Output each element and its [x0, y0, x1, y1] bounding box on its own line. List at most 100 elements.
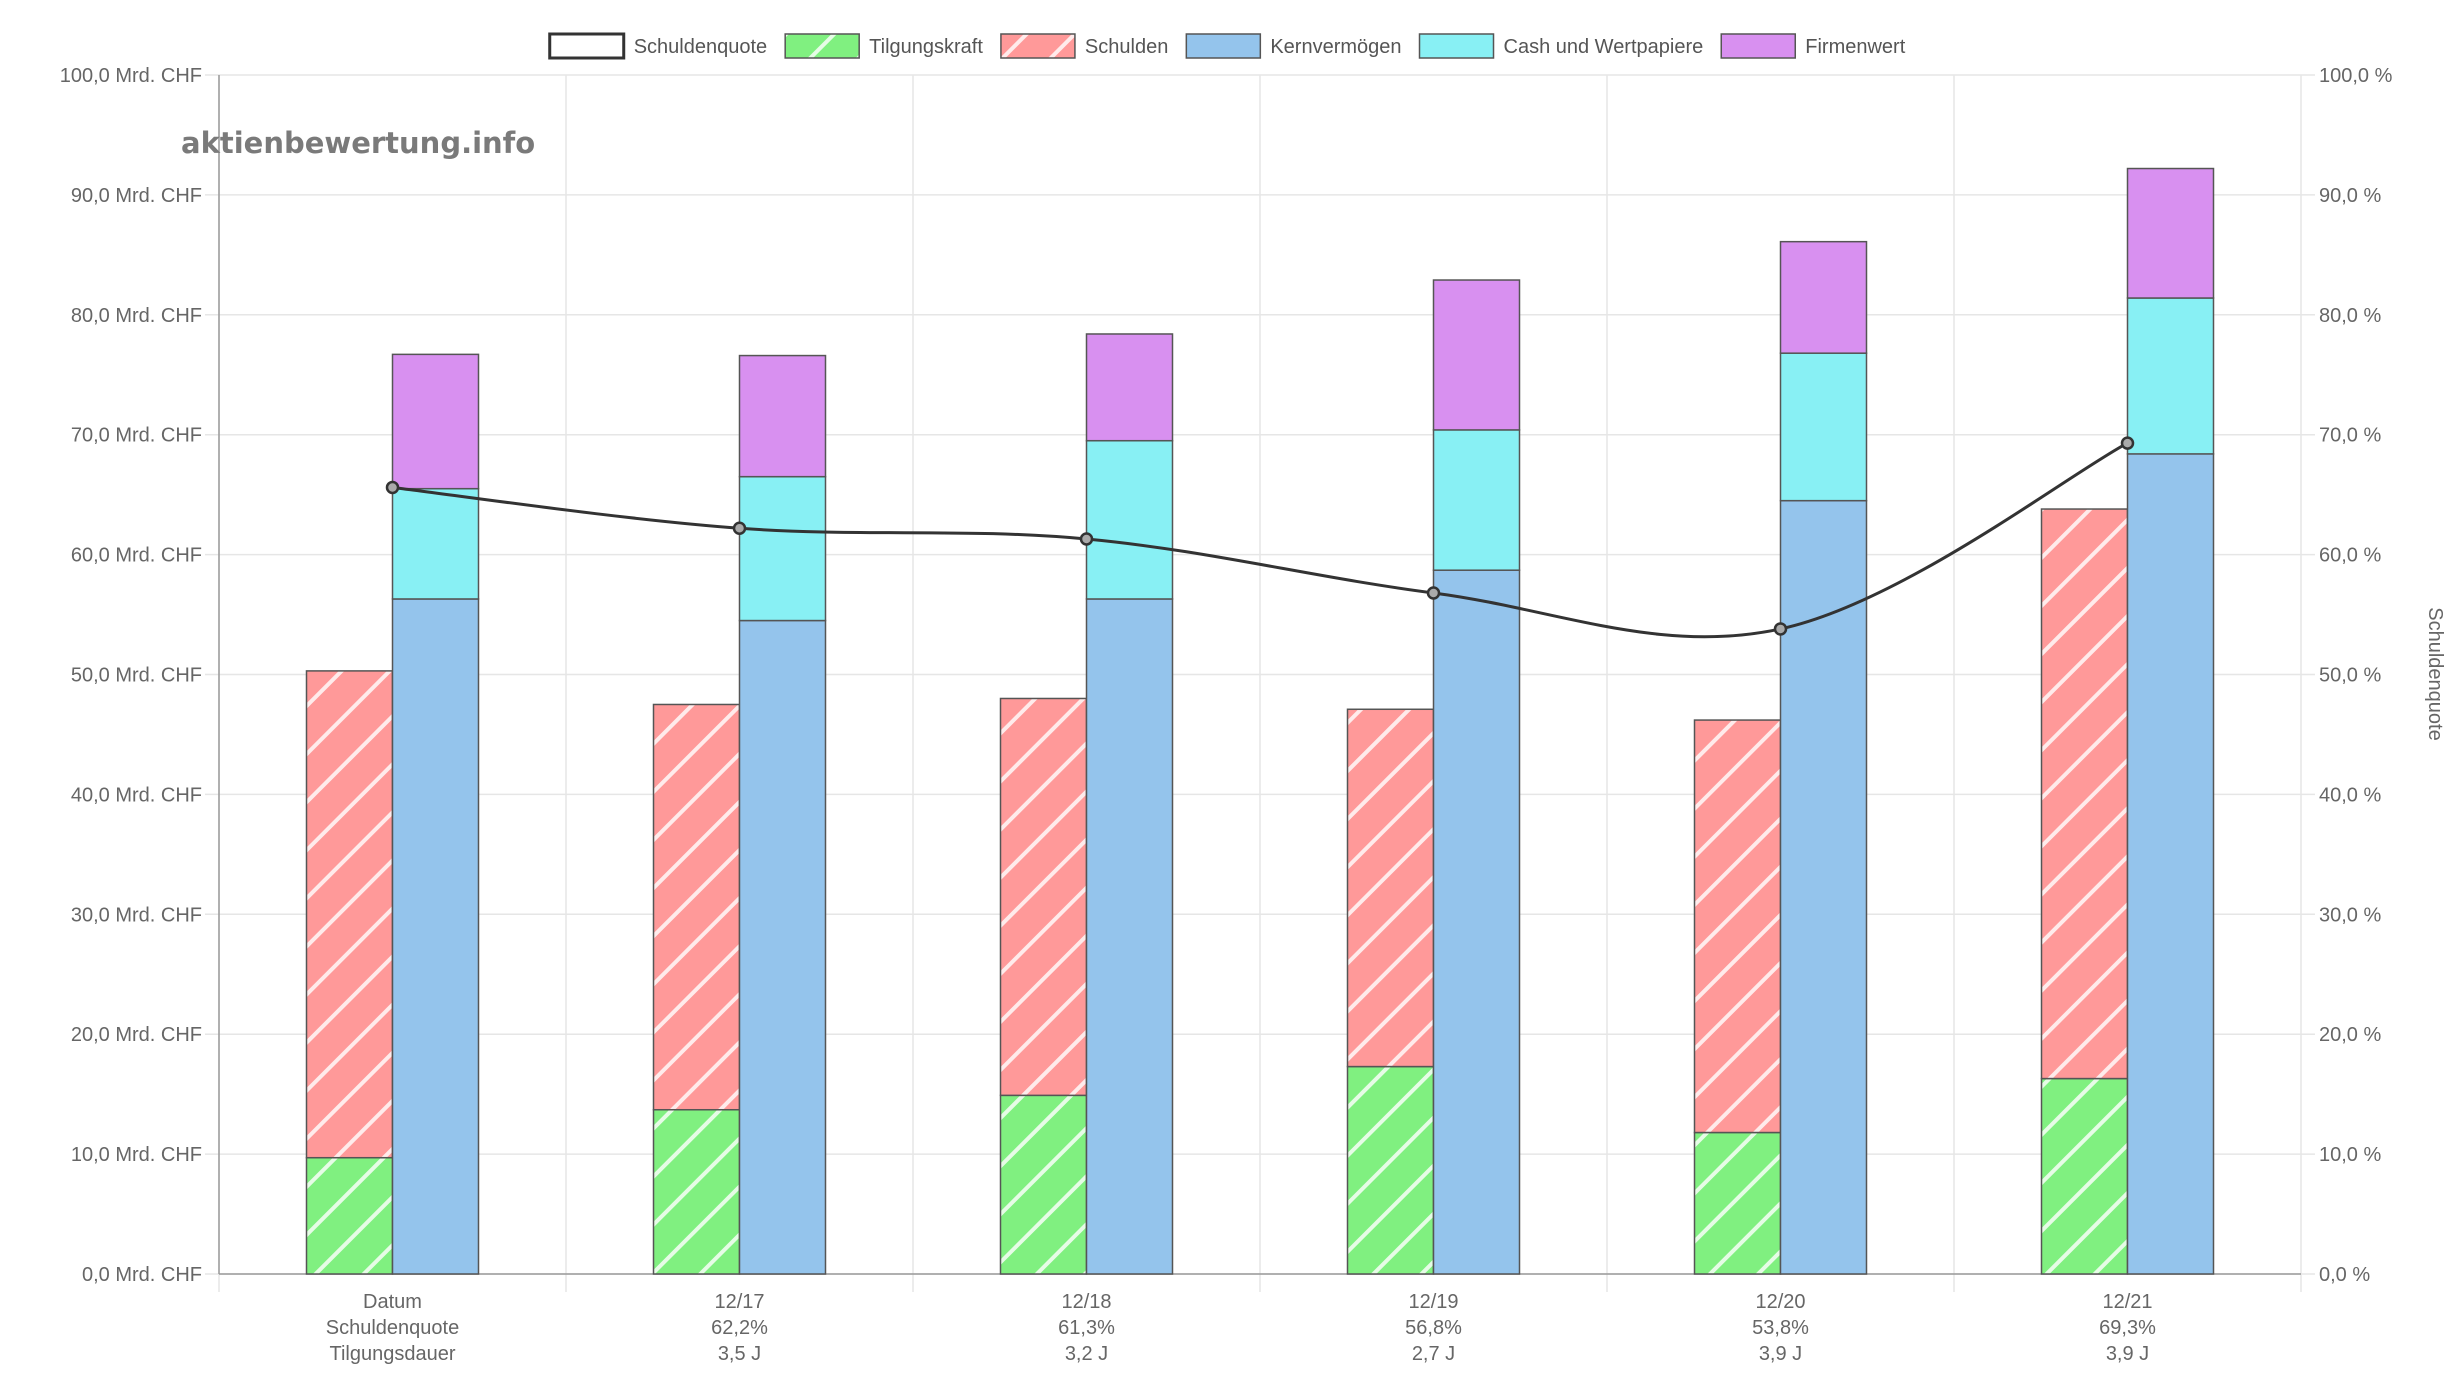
- legend-label: Cash und Wertpapiere: [1504, 36, 1704, 58]
- bar-schulden[interactable]: [652, 703, 741, 1111]
- bar-cash-und-wertpapiere[interactable]: [1085, 439, 1174, 600]
- bar-kernverm-gen[interactable]: [738, 619, 827, 1275]
- legend-label: Tilgungskraft: [869, 36, 983, 58]
- legend-swatch: [1720, 33, 1797, 59]
- bar-schulden[interactable]: [1346, 708, 1435, 1068]
- bar-tilgungskraft[interactable]: [1346, 1065, 1435, 1275]
- bar-kernverm-gen[interactable]: [2126, 453, 2215, 1275]
- x-tick-label: 61,3%: [1058, 1317, 1115, 1339]
- y-right-tick-label: 20,0 %: [2319, 1024, 2381, 1046]
- bar-kernverm-gen[interactable]: [1085, 598, 1174, 1275]
- bar-tilgungskraft[interactable]: [2040, 1077, 2129, 1275]
- bar-kernverm-gen[interactable]: [391, 598, 480, 1275]
- bar-cash-und-wertpapiere[interactable]: [391, 487, 480, 600]
- bar-kernverm-gen[interactable]: [1432, 569, 1521, 1275]
- y-left-tick-label: 30,0 Mrd. CHF: [71, 904, 202, 926]
- legend-swatch: [1185, 33, 1262, 59]
- y-right-tick-label: 70,0 %: [2319, 425, 2381, 447]
- x-tick-label: 3,9 J: [1759, 1343, 1802, 1365]
- bars: [305, 167, 2215, 1275]
- y-left-tick-label: 0,0 Mrd. CHF: [82, 1264, 202, 1286]
- y-left-tick-label: 10,0 Mrd. CHF: [71, 1144, 202, 1166]
- legend[interactable]: Schuldenquote Tilgungskraft Schulden Kernve…: [548, 32, 1906, 60]
- bar-firmenwert[interactable]: [2126, 167, 2215, 299]
- bar-cash-und-wertpapiere[interactable]: [738, 475, 827, 622]
- bar-tilgungskraft[interactable]: [1693, 1131, 1782, 1275]
- schuldenquote-point[interactable]: [1079, 532, 1094, 546]
- y-right-tick-label: 50,0 %: [2319, 665, 2381, 687]
- x-tick-label: 3,5 J: [718, 1343, 761, 1365]
- y-left-tick-label: 20,0 Mrd. CHF: [71, 1024, 202, 1046]
- y-right-axis-title: Schuldenquote: [2424, 607, 2446, 740]
- legend-swatch: [1000, 33, 1076, 59]
- x-tick-label: 3,9 J: [2106, 1343, 2149, 1365]
- y-right-tick-label: 90,0 %: [2319, 185, 2381, 207]
- bar-firmenwert[interactable]: [1779, 240, 1868, 354]
- schuldenquote-point[interactable]: [1426, 586, 1441, 600]
- bar-tilgungskraft[interactable]: [652, 1108, 741, 1275]
- x-tick-label: Schuldenquote: [326, 1317, 459, 1339]
- watermark-text: aktienbewertung.info: [181, 126, 535, 160]
- bar-firmenwert[interactable]: [1432, 279, 1521, 431]
- bar-firmenwert[interactable]: [1085, 333, 1174, 442]
- legend-item-kernverm-gen[interactable]: Kernvermögen: [1185, 33, 1402, 59]
- y-right-tick-label: 100,0 %: [2319, 65, 2393, 87]
- legend-label: Firmenwert: [1805, 36, 1905, 58]
- y-right-tick-label: 30,0 %: [2319, 904, 2381, 926]
- y-left-tick-label: 50,0 Mrd. CHF: [71, 665, 202, 687]
- schuldenquote-point[interactable]: [385, 480, 400, 495]
- x-tick-label: 12/17: [714, 1291, 764, 1313]
- schuldenquote-line-path: [392, 441, 2129, 639]
- x-tick-label: 62,2%: [711, 1317, 768, 1339]
- bar-cash-und-wertpapiere[interactable]: [1779, 352, 1868, 502]
- x-tick-label: Tilgungsdauer: [329, 1343, 455, 1365]
- y-left-tick-label: 70,0 Mrd. CHF: [71, 425, 202, 447]
- x-tick-label: 3,2 J: [1065, 1343, 1108, 1365]
- schuldenquote-line: [385, 436, 2135, 639]
- bar-tilgungskraft[interactable]: [305, 1156, 394, 1275]
- x-tick-label: 56,8%: [1405, 1317, 1462, 1339]
- legend-label: Schulden: [1085, 36, 1168, 58]
- schuldenquote-point[interactable]: [1773, 622, 1788, 636]
- bar-firmenwert[interactable]: [391, 353, 480, 490]
- y-left-tick-label: 80,0 Mrd. CHF: [71, 305, 202, 327]
- legend-swatch: [784, 33, 860, 59]
- legend-swatch: [1418, 33, 1495, 59]
- bar-schulden[interactable]: [2040, 508, 2129, 1080]
- x-tick-label: 12/20: [1755, 1291, 1805, 1313]
- y-right-tick-label: 80,0 %: [2319, 305, 2381, 327]
- y-left-tick-label: 100,0 Mrd. CHF: [60, 65, 202, 87]
- y-right-tick-label: 0,0 %: [2319, 1264, 2370, 1286]
- legend-label: Schuldenquote: [634, 36, 767, 58]
- x-tick-label: 53,8%: [1752, 1317, 1809, 1339]
- legend-label: Kernvermögen: [1270, 36, 1401, 58]
- bar-schulden[interactable]: [999, 697, 1088, 1097]
- y-right-tick-label: 10,0 %: [2319, 1144, 2381, 1166]
- bar-kernverm-gen[interactable]: [1779, 499, 1868, 1275]
- schuldenquote-point[interactable]: [2120, 436, 2135, 450]
- legend-swatch: [548, 32, 626, 60]
- y-left-tick-label: 60,0 Mrd. CHF: [71, 545, 202, 567]
- legend-item-cash-und-wertpapiere[interactable]: Cash und Wertpapiere: [1418, 33, 1704, 59]
- x-tick-label: 12/21: [2102, 1291, 2152, 1313]
- bar-cash-und-wertpapiere[interactable]: [1432, 429, 1521, 571]
- grid: [205, 74, 2315, 1292]
- y-left-tick-label: 40,0 Mrd. CHF: [71, 784, 202, 806]
- bar-tilgungskraft[interactable]: [999, 1094, 1088, 1275]
- legend-item-schulden[interactable]: Schulden: [1000, 33, 1168, 59]
- legend-item-schuldenquote[interactable]: Schuldenquote: [548, 32, 767, 60]
- bar-schulden[interactable]: [1693, 719, 1782, 1134]
- bar-schulden[interactable]: [305, 670, 394, 1159]
- x-tick-label: 12/18: [1061, 1291, 1111, 1313]
- legend-item-firmenwert[interactable]: Firmenwert: [1720, 33, 1906, 59]
- axes: 0,0 Mrd. CHF 10,0 Mrd. CHF 20,0 Mrd. CHF 30…: [60, 65, 2446, 1365]
- y-left-tick-label: 90,0 Mrd. CHF: [71, 185, 202, 207]
- x-tick-label: 12/19: [1408, 1291, 1458, 1313]
- x-tick-label: 69,3%: [2099, 1317, 2156, 1339]
- schuldenquote-point[interactable]: [732, 521, 747, 535]
- legend-item-tilgungskraft[interactable]: Tilgungskraft: [784, 33, 983, 59]
- y-right-tick-label: 60,0 %: [2319, 545, 2381, 567]
- bar-firmenwert[interactable]: [738, 354, 827, 478]
- bar-cash-und-wertpapiere[interactable]: [2126, 297, 2215, 455]
